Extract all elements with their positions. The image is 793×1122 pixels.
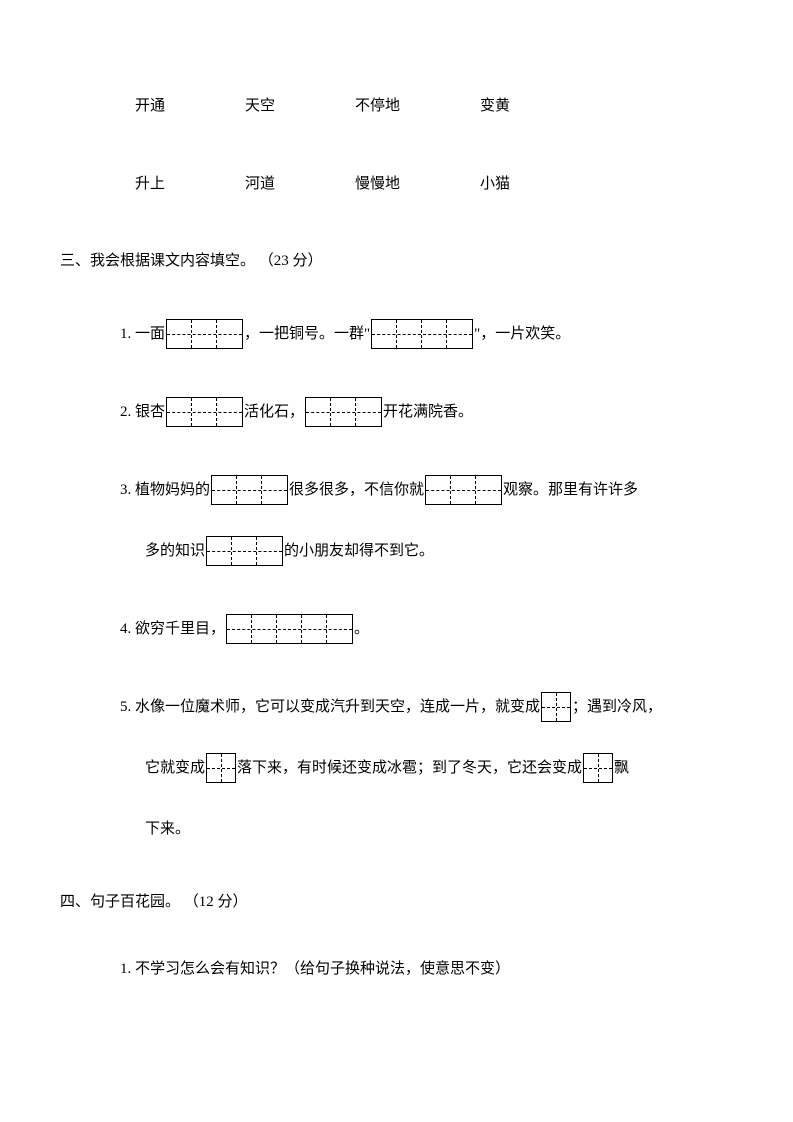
text: 很多很多，不信你就 (289, 474, 424, 507)
question-3-2: 2. 银杏 活化石， 开花满院香。 (120, 396, 733, 429)
text: 1. 一面 (120, 318, 165, 351)
worksheet-page: 开通 天空 不停地 变黄 升上 河道 慢慢地 小猫 三、我会根据课文内容填空。 … (0, 0, 793, 1021)
text: "，一片欢笑。 (474, 318, 570, 351)
fill-blank[interactable] (541, 692, 571, 722)
fill-blank[interactable] (371, 319, 473, 349)
question-4-1: 1. 不学习怎么会有知识？（给句子换种说法，使意思不变） (120, 958, 733, 981)
section-4-heading: 四、句子百花园。 （12 分） (60, 891, 733, 914)
question-3-3: 3. 植物妈妈的 很多很多，不信你就 观察。那里有许许多 多的知识 的小朋友却得… (120, 474, 733, 568)
text: 4. 欲穷千里目， (120, 613, 225, 646)
fill-blank[interactable] (206, 536, 283, 566)
question-3-1: 1. 一面 ，一把铜号。一群" "，一片欢笑。 (120, 318, 733, 351)
text: 活化石， (244, 396, 304, 429)
text: 它就变成 (145, 752, 205, 785)
text: 下来。 (145, 813, 190, 846)
word: 慢慢地 (355, 173, 400, 196)
word: 河道 (245, 173, 275, 196)
fill-blank[interactable] (211, 475, 288, 505)
text: ；遇到冷风， (572, 691, 662, 724)
fill-blank[interactable] (425, 475, 502, 505)
word-row-1: 开通 天空 不停地 变黄 (135, 95, 733, 118)
word: 升上 (135, 173, 165, 196)
word: 变黄 (480, 95, 510, 118)
question-3-5: 5. 水像一位魔术师，它可以变成汽升到天空，连成一片，就变成 ；遇到冷风， 它就… (120, 691, 733, 846)
word: 不停地 (355, 95, 400, 118)
fill-blank[interactable] (166, 397, 243, 427)
text: 的小朋友却得不到它。 (284, 535, 434, 568)
word-row-2: 升上 河道 慢慢地 小猫 (135, 173, 733, 196)
text: 落下来，有时候还变成冰雹；到了冬天，它还会变成 (237, 752, 582, 785)
fill-blank[interactable] (206, 753, 236, 783)
word: 开通 (135, 95, 165, 118)
text: 飘 (614, 752, 629, 785)
text: 。 (354, 613, 369, 646)
fill-blank[interactable] (226, 614, 353, 644)
text: 开花满院香。 (383, 396, 473, 429)
word: 天空 (245, 95, 275, 118)
fill-blank[interactable] (166, 319, 243, 349)
fill-blank[interactable] (305, 397, 382, 427)
text: 5. 水像一位魔术师，它可以变成汽升到天空，连成一片，就变成 (120, 691, 540, 724)
text: 2. 银杏 (120, 396, 165, 429)
text: 3. 植物妈妈的 (120, 474, 210, 507)
word: 小猫 (480, 173, 510, 196)
text: ，一把铜号。一群" (244, 318, 370, 351)
text: 多的知识 (145, 535, 205, 568)
text: 观察。那里有许许多 (503, 474, 638, 507)
fill-blank[interactable] (583, 753, 613, 783)
question-3-4: 4. 欲穷千里目， 。 (120, 613, 733, 646)
section-3-heading: 三、我会根据课文内容填空。 （23 分） (60, 250, 733, 273)
